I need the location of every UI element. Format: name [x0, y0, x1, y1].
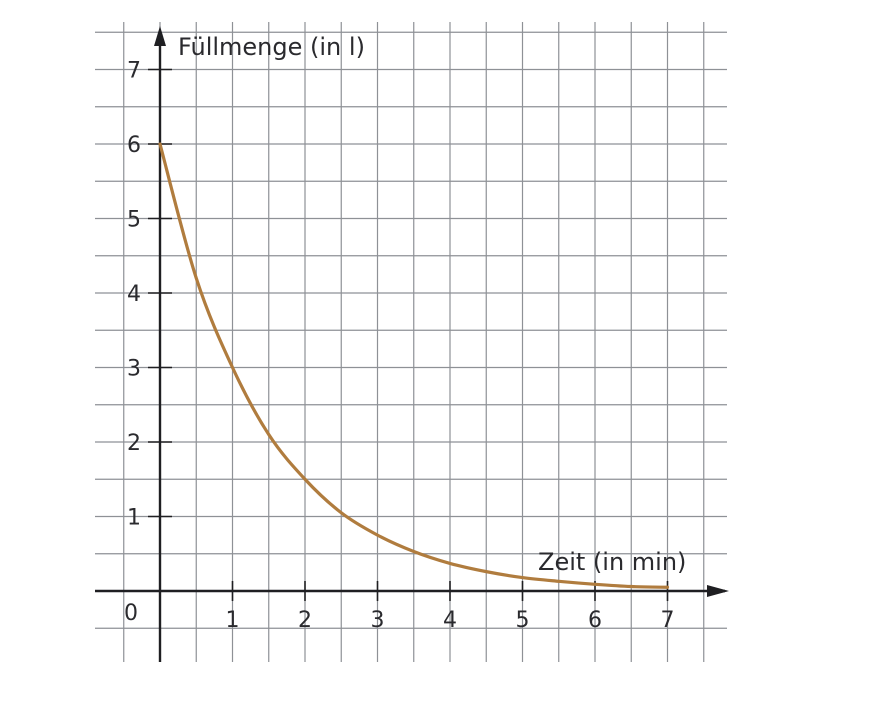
x-tick-label: 7 — [661, 608, 675, 633]
y-tick-label: 2 — [127, 431, 141, 456]
y-axis-arrow — [154, 26, 166, 46]
series-line — [158, 142, 670, 589]
tick-labels: 1 2 3 4 5 6 7 1 2 3 4 5 6 7 — [127, 59, 675, 634]
x-tick-label: 4 — [443, 608, 457, 633]
y-tick-label: 7 — [127, 59, 141, 84]
y-tick-label: 4 — [127, 282, 141, 307]
x-axis-title: Zeit (in min) — [538, 548, 686, 576]
x-tick-label: 6 — [588, 608, 602, 633]
grid — [95, 22, 727, 662]
x-tick-label: 2 — [298, 608, 312, 633]
y-axis-title: Füllmenge (in l) — [178, 33, 365, 61]
y-tick-label: 6 — [127, 133, 141, 158]
y-tick-label: 1 — [127, 506, 141, 531]
x-tick-label: 1 — [226, 608, 240, 633]
x-tick-label: 3 — [371, 608, 385, 633]
x-axis-arrow — [707, 585, 729, 597]
x-tick-label: 5 — [516, 608, 530, 633]
origin-label: 0 — [124, 601, 138, 626]
y-tick-label: 5 — [127, 208, 141, 233]
ticks — [148, 68, 669, 601]
series-layer — [158, 142, 670, 589]
y-tick-label: 3 — [127, 357, 141, 382]
